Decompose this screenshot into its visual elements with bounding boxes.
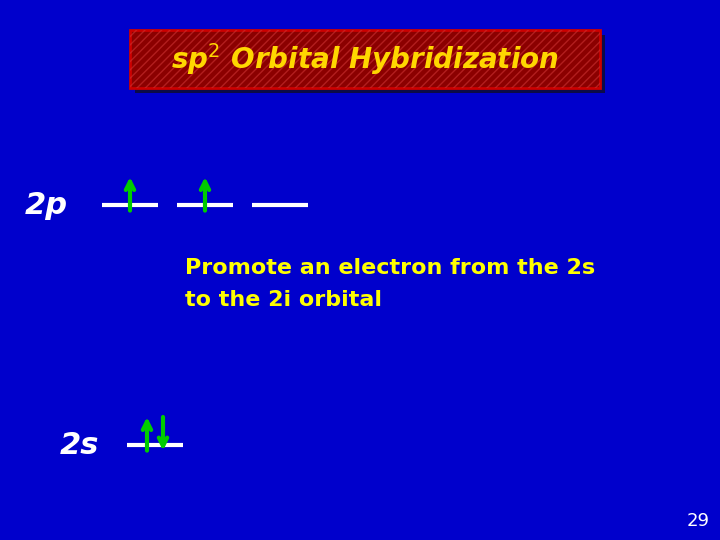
- Bar: [135, 35, 605, 93]
- Text: Promote an electron from the 2s: Promote an electron from the 2s: [185, 258, 595, 278]
- Text: 29: 29: [687, 512, 710, 530]
- Bar: [130, 30, 600, 88]
- Text: sp$^2$ Orbital Hybridization: sp$^2$ Orbital Hybridization: [171, 41, 559, 77]
- Text: 2s: 2s: [60, 430, 99, 460]
- Text: 2p: 2p: [25, 191, 68, 219]
- Bar: [130, 30, 600, 88]
- Text: to the 2ⅰ orbital: to the 2ⅰ orbital: [185, 290, 382, 310]
